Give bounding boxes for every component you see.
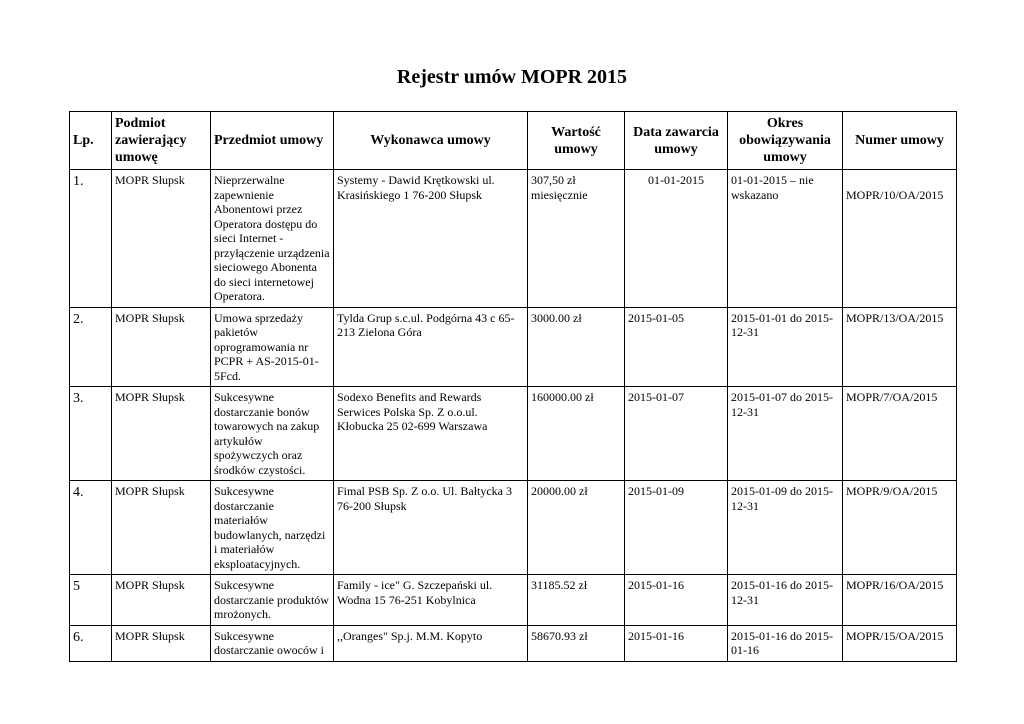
table-cell: 6. [69,624,112,662]
table-cell: MOPR Słupsk [111,306,211,387]
table-cell: 2015-01-16 [624,574,728,626]
table-cell: 31185.52 zł [527,574,625,626]
column-header: Lp. [69,111,112,170]
table-cell: 3000.00 zł [527,306,625,387]
table-cell: 2015-01-01 do 2015-12-31 [727,306,843,387]
column-header: Wykonawca umowy [333,111,528,170]
table-cell: Tylda Grup s.c.ul. Podgórna 43 c 65-213 … [333,306,528,387]
table-cell: MOPR/16/OA/2015 [842,574,957,626]
table-row: 2. MOPR Słupsk Umowa sprzedaży pakietów op… [69,306,957,387]
table-body: 1. MOPR Słupsk Nieprzerwalne zapewnienie A… [69,169,957,662]
table-cell: 2015-01-09 do 2015-12-31 [727,480,843,575]
table-cell: Sukcesywne dostarczanie bonów towarowych… [210,386,334,481]
table-cell: MOPR/13/OA/2015 [842,306,957,387]
document-title: Rejestr umów MOPR 2015 [396,66,628,88]
column-header: Data zawarcia umowy [624,111,728,170]
table-cell: 1. [69,169,112,308]
table-cell: 2. [69,306,112,387]
table-cell: MOPR Słupsk [111,386,211,481]
table-cell: ,,Oranges" Sp.j. M.M. Kopyto [333,624,528,662]
table-cell: Sukcesywne dostarczanie materiałów budow… [210,480,334,575]
table-cell: 20000.00 zł [527,480,625,575]
table-cell: MOPR/10/OA/2015 [842,169,957,308]
table-cell: Umowa sprzedaży pakietów oprogramowania … [210,306,334,387]
table-cell: 3. [69,386,112,481]
table-row: 6. MOPR Słupsk Sukcesywne dostarczanie owo… [69,624,957,662]
table-cell: Sodexo Benefits and Rewards Serwices Pol… [333,386,528,481]
table-cell: Fimal PSB Sp. Z o.o. Ul. Bałtycka 3 76-2… [333,480,528,575]
table-cell: Sukcesywne dostarczanie owoców i [210,624,334,662]
table-cell: 4. [69,480,112,575]
table-cell: 01-01-2015 [624,169,728,308]
table-row: 4. MOPR Słupsk Sukcesywne dostarczanie mat… [69,480,957,575]
table-cell: MOPR Słupsk [111,624,211,662]
table-cell: 2015-01-07 do 2015-12-31 [727,386,843,481]
table-cell: Sukcesywne dostarczanie produktów mrożon… [210,574,334,626]
column-header: Okres obowiązywania umowy [727,111,843,170]
column-header: Wartość umowy [527,111,625,170]
column-header: Przedmiot umowy [210,111,334,170]
table-cell: 2015-01-09 [624,480,728,575]
table-cell: 5 [69,574,112,626]
table-cell: 2015-01-07 [624,386,728,481]
table-cell: 2015-01-16 do 2015-01-16 [727,624,843,662]
column-header: Podmiot zawierający umowę [111,111,211,170]
header-row: Lp. Podmiot zawierający umowę Przedmiot um… [69,111,957,170]
table-row: 3. MOPR Słupsk Sukcesywne dostarczanie bon… [69,386,957,481]
table-row: 5 MOPR Słupsk Sukcesywne dostarczanie prod… [69,574,957,626]
table-cell: Systemy - Dawid Krętkowski ul. Krasiński… [333,169,528,308]
table-cell: 2015-01-05 [624,306,728,387]
table-cell: MOPR Słupsk [111,574,211,626]
table-cell: 160000.00 zł [527,386,625,481]
contracts-table: Lp. Podmiot zawierający umowę Przedmiot um… [69,111,957,662]
table-cell: MOPR/9/OA/2015 [842,480,957,575]
table-cell: MOPR/15/OA/2015 [842,624,957,662]
table-cell: MOPR/7/OA/2015 [842,386,957,481]
table-cell: 307,50 zł miesięcznie [527,169,625,308]
table-cell: Nieprzerwalne zapewnienie Abonentowi prz… [210,169,334,308]
table-cell: Family - ice" G. Szczepański ul. Wodna 1… [333,574,528,626]
table-cell: 01-01-2015 – nie wskazano [727,169,843,308]
table-cell: MOPR Słupsk [111,169,211,308]
column-header: Numer umowy [842,111,957,170]
table-cell: 2015-01-16 [624,624,728,662]
table-cell: MOPR Słupsk [111,480,211,575]
table-cell: 58670.93 zł [527,624,625,662]
table-row: 1. MOPR Słupsk Nieprzerwalne zapewnienie A… [69,169,957,308]
table-cell: 2015-01-16 do 2015-12-31 [727,574,843,626]
